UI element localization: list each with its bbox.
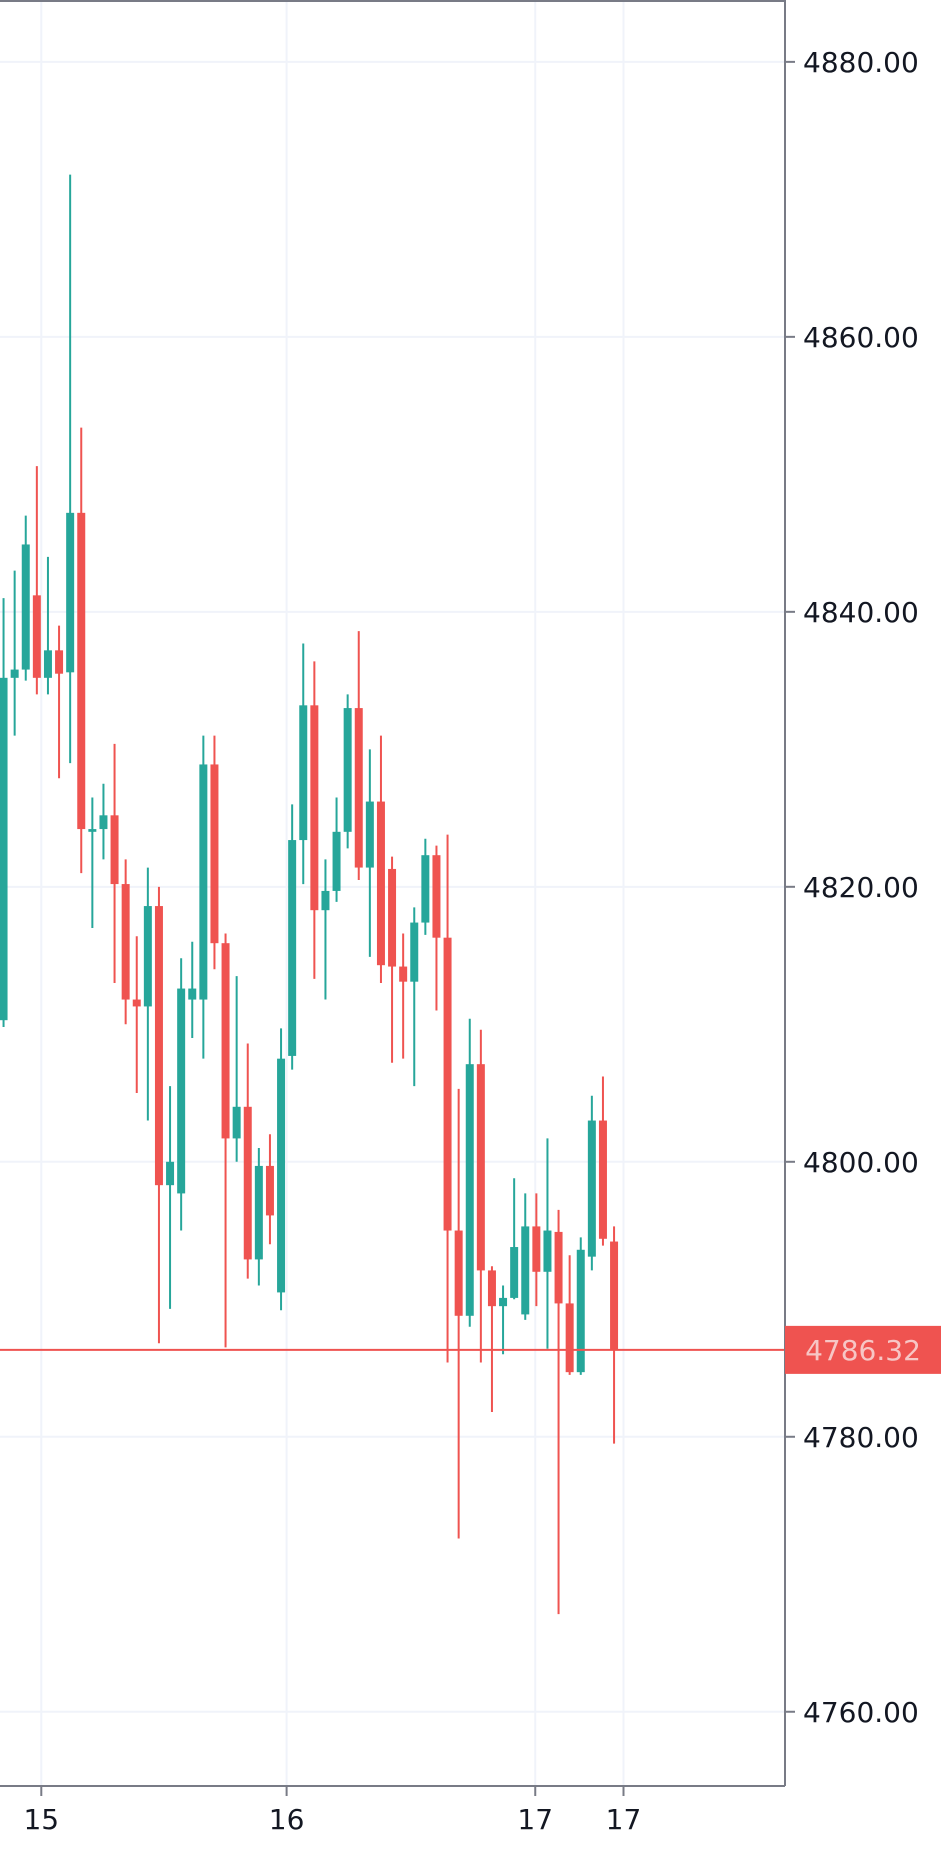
candle-body [399,966,408,982]
candle-body [321,890,330,911]
y-tick-label: 4780.00 [803,1421,919,1454]
candle-body [576,1249,585,1373]
x-tick-label: 17 [517,1803,553,1836]
candle-body [21,544,30,670]
candle-body [388,868,397,967]
grid [0,0,785,1786]
y-tick-label: 4820.00 [803,871,919,904]
candle-body [166,1161,175,1186]
last-price-tag [785,1325,941,1374]
candle-body [543,1230,552,1272]
candle-body [510,1247,519,1298]
candle-body [354,708,363,868]
candle-body [376,801,385,966]
candles [0,174,785,1615]
candle-body [443,937,452,1231]
candle-body [66,512,75,673]
x-tick-label: 17 [606,1803,642,1836]
candle-body [10,669,19,678]
candle-body [288,840,297,1056]
candle-body [254,1165,263,1260]
candle-body [121,884,130,1000]
candle-body [0,677,8,1021]
candle-body [43,650,52,678]
candle-body [587,1120,596,1257]
candle-body [465,1064,474,1316]
candle-body [421,855,430,923]
candle-body [610,1241,619,1350]
candle-body [299,705,308,841]
candle-body [221,943,230,1139]
y-tick-label: 4880.00 [803,46,919,79]
candle-body [476,1064,485,1271]
candle-body [265,1165,274,1216]
candle-body [365,801,374,868]
candle-body [310,705,319,911]
candle-body [565,1303,574,1373]
candle-body [432,855,441,938]
candle-body [554,1231,563,1304]
candle-body [499,1297,508,1307]
candle-body [132,999,141,1007]
candle-body [243,1106,252,1260]
candle-body [343,708,352,832]
candle-body [532,1226,541,1272]
candle-body [32,595,41,678]
candle-body [487,1270,496,1307]
candle-body [154,906,163,1186]
candle-body [277,1058,286,1293]
y-tick-label: 4760.00 [803,1696,919,1729]
candle-body [55,650,64,674]
candle-body [143,906,152,1007]
candle-body [410,922,419,982]
candle-body [454,1230,463,1316]
candle-body [332,831,341,891]
candle-body [188,988,197,1000]
candle-body [210,764,219,944]
y-tick-label: 4800.00 [803,1146,919,1179]
last-price-label: 4786.32 [805,1334,921,1367]
candle-body [598,1120,607,1239]
candle-body [88,829,97,832]
candle-body [199,764,208,1000]
candle-body [99,815,108,830]
candle-body [232,1106,241,1139]
candle-body [77,512,86,830]
candle-body [521,1226,530,1315]
candle-body [177,988,186,1194]
y-tick-label: 4840.00 [803,596,919,629]
candle-body [110,815,119,885]
y-tick-label: 4860.00 [803,321,919,354]
x-tick-label: 16 [269,1803,305,1836]
x-tick-label: 15 [23,1803,59,1836]
